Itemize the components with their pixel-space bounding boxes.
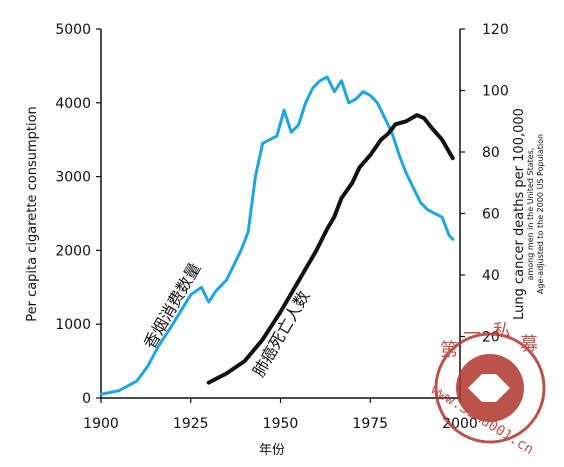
x-tick-label: 2000 bbox=[442, 416, 478, 432]
right-tick-label: 40 bbox=[482, 268, 500, 284]
watermark-char-2: 一 bbox=[463, 324, 481, 345]
right-tick-label: 100 bbox=[482, 84, 509, 100]
x-tick-label: 1950 bbox=[263, 416, 299, 432]
x-axis-title: 年份 bbox=[259, 443, 285, 458]
watermark-char-3: 私 bbox=[493, 321, 511, 342]
watermark-char-4: 募 bbox=[520, 334, 538, 355]
right-tick-label: 80 bbox=[482, 145, 500, 161]
right-tick-label: 120 bbox=[482, 22, 509, 38]
x-tick-label: 1900 bbox=[83, 416, 119, 432]
x-axis-ticks: 1900 1925 1950 1975 2000 bbox=[83, 398, 478, 432]
left-tick-label: 5000 bbox=[55, 22, 91, 38]
left-tick-label: 2000 bbox=[55, 243, 91, 259]
series-label-lung-cancer-deaths: 肺癌死亡人数 bbox=[249, 287, 313, 380]
left-tick-label: 4000 bbox=[55, 96, 91, 112]
left-axis-title: Per capita cigarette consumption bbox=[25, 106, 40, 322]
left-tick-label: 1000 bbox=[55, 317, 91, 333]
x-tick-label: 1925 bbox=[173, 416, 209, 432]
x-tick-label: 1975 bbox=[352, 416, 388, 432]
left-axis-ticks: 0 1000 2000 3000 4000 5000 bbox=[55, 22, 101, 407]
watermark-logo-icon bbox=[468, 374, 510, 402]
left-tick-label: 0 bbox=[82, 391, 91, 407]
left-tick-label: 3000 bbox=[55, 170, 91, 186]
series-line-cigarette-consumption bbox=[99, 75, 455, 396]
right-axis-note-1: among men in the United States, bbox=[526, 148, 535, 281]
watermark-outer-ring bbox=[434, 332, 546, 444]
series-label-cigarette-consumption: 香烟消费数量 bbox=[140, 259, 204, 352]
watermark-char-1: 第 bbox=[440, 340, 458, 361]
right-axis-title: Lung cancer deaths per 100,000 bbox=[512, 108, 527, 320]
series-line-lung-cancer-deaths bbox=[206, 113, 455, 385]
right-tick-label: 60 bbox=[482, 207, 500, 223]
right-axis-note-2: Age-adjusted to the 2000 US Population bbox=[536, 134, 545, 294]
